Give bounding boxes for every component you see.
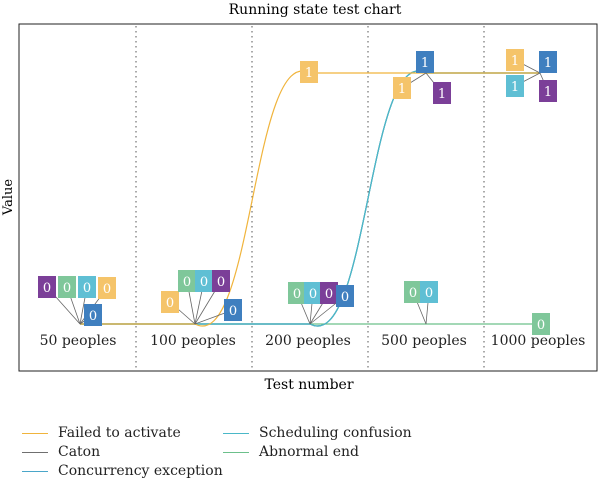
point-label-box (416, 51, 434, 73)
point-label-text: 1 (398, 82, 406, 97)
point-label-text: 0 (341, 290, 349, 305)
series-line-failed-to-activate (80, 70, 540, 327)
point-label-box (433, 82, 451, 104)
plot-frame (18, 23, 598, 372)
x-tick-label: 1000 peoples (491, 333, 586, 349)
x-tick-labels: 50 peoples 100 peoples 200 peoples 500 peop… (40, 333, 586, 349)
point-label-box (336, 285, 354, 307)
point-label: 0 (98, 277, 116, 299)
point-label-text: 0 (425, 286, 433, 301)
point-label: 1 (416, 51, 434, 73)
point-label: 1 (506, 75, 524, 97)
point-label: 0 (195, 270, 213, 292)
x-axis-label: Test number (264, 377, 353, 393)
point-label: 1 (506, 49, 524, 71)
point-label-box (78, 276, 96, 298)
point-label: 0 (84, 304, 102, 326)
point-label-text: 0 (409, 286, 417, 301)
x-tick-label: 200 peoples (265, 333, 351, 349)
x-tick-label: 100 peoples (150, 333, 236, 349)
point-label-box (58, 276, 76, 298)
point-label: 0 (212, 270, 230, 292)
point-label-box (320, 282, 338, 304)
point-label: 0 (288, 282, 306, 304)
point-label: 0 (161, 291, 179, 313)
point-label-text: 1 (511, 80, 519, 95)
point-label-box (506, 49, 524, 71)
point-label-box (539, 51, 557, 73)
chart-title: Running state test chart (229, 2, 402, 18)
point-label: 1 (433, 82, 451, 104)
point-label-box (539, 80, 557, 102)
point-label-text: 0 (325, 287, 333, 302)
point-label: 0 (532, 313, 550, 335)
point-label-text: 0 (309, 287, 317, 302)
point-label-text: 1 (544, 56, 552, 71)
x-tick-label: 500 peoples (381, 333, 467, 349)
point-label: 0 (58, 276, 76, 298)
point-label-box (506, 75, 524, 97)
point-label-text: 0 (537, 318, 545, 333)
point-label-box (195, 270, 213, 292)
point-label-box (161, 291, 179, 313)
point-label-box (532, 313, 550, 335)
point-label-text: 0 (103, 282, 111, 297)
point-label-box (420, 281, 438, 303)
point-label-text: 0 (43, 281, 51, 296)
point-label: 1 (539, 51, 557, 73)
point-label: 0 (78, 276, 96, 298)
point-label-box (84, 304, 102, 326)
point-label-box (404, 281, 422, 303)
point-label: 1 (393, 77, 411, 99)
point-label-box (393, 77, 411, 99)
point-label-text: 0 (183, 275, 191, 290)
point-label: 0 (38, 276, 56, 298)
point-label-box (212, 270, 230, 292)
point-label-text: 0 (229, 304, 237, 319)
point-label-text: 0 (83, 281, 91, 296)
point-label-box (178, 270, 196, 292)
point-label-text: 1 (305, 66, 313, 81)
point-label-text: 0 (293, 287, 301, 302)
point-label-text: 1 (438, 87, 446, 102)
point-label-box (38, 276, 56, 298)
point-label-text: 1 (511, 54, 519, 69)
point-label: 0 (336, 285, 354, 307)
x-tick-label: 50 peoples (40, 333, 117, 349)
y-axis-label: Value (1, 179, 16, 216)
point-label: 0 (178, 270, 196, 292)
point-label-box (304, 282, 322, 304)
point-label: 0 (404, 281, 422, 303)
point-label-text: 1 (544, 85, 552, 100)
point-label-text: 0 (166, 296, 174, 311)
point-label-text: 0 (217, 275, 225, 290)
point-label-box (98, 277, 116, 299)
point-label: 1 (300, 61, 318, 83)
point-label: 0 (304, 282, 322, 304)
point-label-box (224, 299, 242, 321)
point-label-text: 1 (421, 56, 429, 71)
point-label-text: 0 (200, 275, 208, 290)
point-label: 1 (539, 80, 557, 102)
point-label-text: 0 (89, 309, 97, 324)
point-label-box (288, 282, 306, 304)
point-label: 0 (420, 281, 438, 303)
point-label-box (300, 61, 318, 83)
point-label: 0 (224, 299, 242, 321)
point-label: 0 (320, 282, 338, 304)
point-label-text: 0 (63, 281, 71, 296)
